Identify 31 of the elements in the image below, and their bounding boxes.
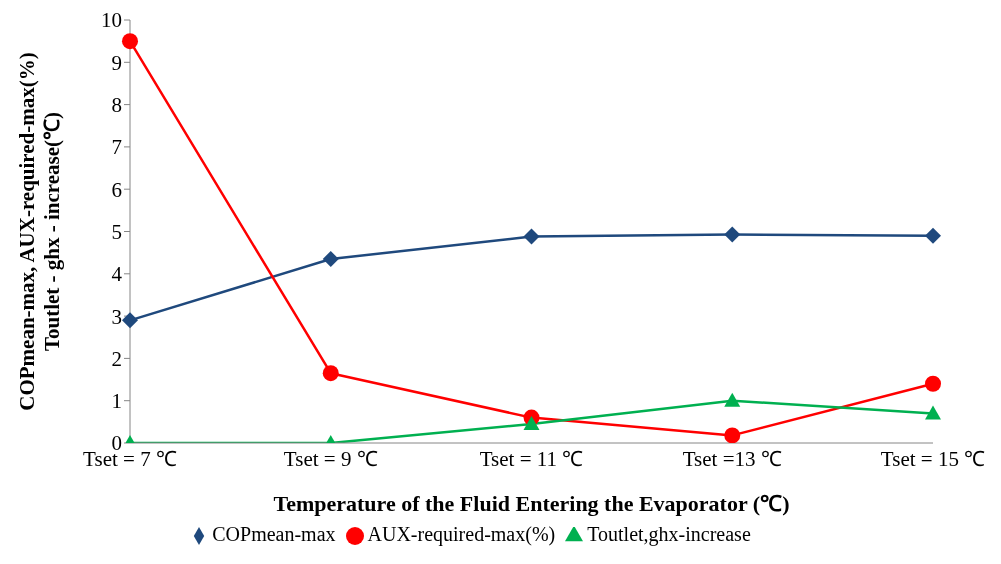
y-tick-label: 7 (111, 135, 122, 160)
x-tick-label: Tset = 11 ℃ (479, 446, 584, 471)
x-tick-label: Tset =13 ℃ (682, 446, 782, 471)
point (925, 375, 941, 392)
y-tick-label: 1 (111, 389, 122, 414)
point (925, 405, 941, 420)
point (322, 365, 339, 382)
point (724, 427, 741, 443)
point (925, 227, 941, 244)
x-tick-label: Tset = 15 ℃ (880, 446, 986, 471)
legend-label: AUX-required-max(%) (367, 523, 556, 545)
point (122, 33, 138, 50)
y-tick-label: 4 (111, 262, 123, 287)
y-axis-title: COPmean-max, AUX-required-max(%) Toutlet - ghx - increase(℃) (15, 52, 64, 411)
y-tick-label: 5 (111, 219, 122, 244)
legend-label: COPmean-max (212, 523, 336, 545)
x-axis-title: Temperature of the Fluid Entering the Evaporator (℃) (273, 491, 790, 516)
y-tick-label: 9 (111, 50, 122, 75)
point (724, 226, 741, 243)
legend-label: Toutlet,ghx-increase (587, 523, 751, 545)
point (523, 415, 540, 430)
y-tick-label: 3 (111, 304, 122, 329)
y-tick-label: 6 (111, 177, 122, 202)
y-tick-label: 10 (101, 8, 122, 33)
point (122, 312, 138, 329)
y-tick-label: 2 (111, 346, 122, 371)
y-tick-label: 8 (111, 93, 122, 118)
point (523, 228, 540, 245)
x-tick-label: Tset = 9 ℃ (283, 446, 378, 471)
point (724, 392, 741, 407)
point (322, 251, 339, 267)
